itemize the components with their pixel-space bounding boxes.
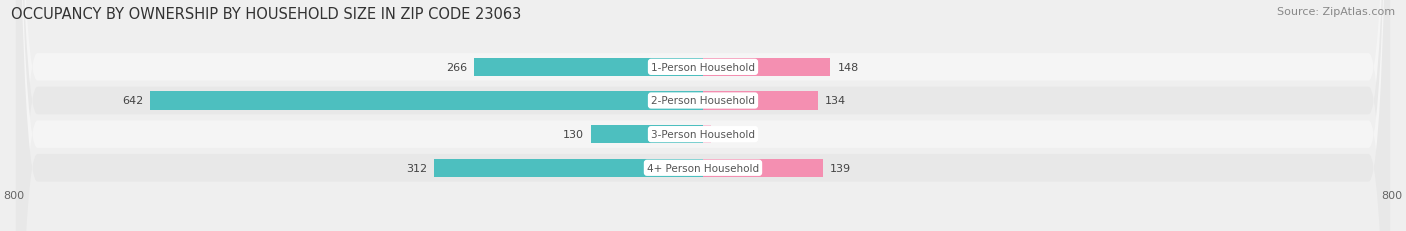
Text: 148: 148 [838, 63, 859, 73]
Text: 4+ Person Household: 4+ Person Household [647, 163, 759, 173]
Text: 134: 134 [825, 96, 846, 106]
Text: 266: 266 [446, 63, 467, 73]
FancyBboxPatch shape [15, 0, 1391, 231]
Text: 9: 9 [717, 130, 724, 140]
Text: 1-Person Household: 1-Person Household [651, 63, 755, 73]
Text: 2-Person Household: 2-Person Household [651, 96, 755, 106]
Text: 130: 130 [564, 130, 583, 140]
Bar [703, 92, 818, 110]
Bar [703, 58, 831, 77]
Text: 139: 139 [830, 163, 851, 173]
Bar [150, 92, 703, 110]
Text: 3-Person Household: 3-Person Household [651, 130, 755, 140]
Bar [591, 125, 703, 144]
Bar [703, 159, 823, 177]
FancyBboxPatch shape [15, 0, 1391, 231]
Text: OCCUPANCY BY OWNERSHIP BY HOUSEHOLD SIZE IN ZIP CODE 23063: OCCUPANCY BY OWNERSHIP BY HOUSEHOLD SIZE… [11, 7, 522, 22]
FancyBboxPatch shape [15, 0, 1391, 231]
Text: 312: 312 [406, 163, 427, 173]
Text: 642: 642 [122, 96, 143, 106]
Bar [474, 58, 703, 77]
Bar [434, 159, 703, 177]
FancyBboxPatch shape [15, 0, 1391, 231]
Text: Source: ZipAtlas.com: Source: ZipAtlas.com [1277, 7, 1395, 17]
Bar [703, 125, 711, 144]
